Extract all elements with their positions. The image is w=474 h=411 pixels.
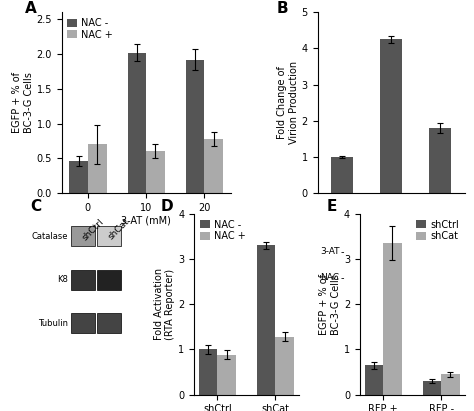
Legend: NAC -, NAC +: NAC -, NAC + (199, 219, 246, 242)
Bar (71, 270, 95, 290)
Bar (186, 60, 204, 193)
Legend: NAC -, NAC +: NAC -, NAC + (66, 17, 114, 41)
Text: D: D (161, 199, 173, 214)
Text: +: + (436, 273, 444, 283)
Text: shCtrl: shCtrl (81, 217, 106, 242)
Text: 3-AT: 3-AT (320, 247, 339, 256)
Bar (204, 139, 223, 193)
Bar (380, 39, 402, 193)
Bar (88, 145, 107, 193)
Bar (98, 270, 121, 290)
Text: K8: K8 (57, 275, 68, 284)
Bar (146, 151, 165, 193)
Text: C: C (30, 199, 41, 214)
Text: NAC: NAC (320, 273, 339, 282)
Text: E: E (326, 199, 337, 214)
Text: -: - (340, 247, 344, 257)
Bar (423, 381, 441, 395)
Text: +: + (387, 247, 395, 257)
Text: +: + (436, 247, 444, 257)
Bar (218, 355, 236, 395)
Text: Catalase: Catalase (32, 232, 68, 241)
Bar (257, 245, 275, 395)
Bar (383, 243, 401, 395)
Text: -: - (389, 273, 393, 283)
Text: B: B (276, 2, 288, 16)
Bar (71, 313, 95, 333)
Bar (69, 161, 88, 193)
Bar (98, 226, 121, 246)
Bar (71, 226, 95, 246)
Y-axis label: Fold Activation
(RTA Reporter): Fold Activation (RTA Reporter) (154, 268, 175, 340)
Text: -: - (340, 273, 344, 283)
Bar (199, 349, 218, 395)
Bar (275, 337, 294, 395)
Text: A: A (25, 2, 36, 16)
Text: Tubulin: Tubulin (38, 319, 68, 328)
Text: shCat: shCat (107, 217, 131, 242)
Y-axis label: EGFP + % of
BC-3-G Cells: EGFP + % of BC-3-G Cells (319, 274, 341, 335)
Bar (98, 313, 121, 333)
Y-axis label: Fold Change of
Virion Production: Fold Change of Virion Production (277, 61, 299, 144)
Y-axis label: EGFP + % of
BC-3-G Cells: EGFP + % of BC-3-G Cells (12, 72, 34, 133)
Bar (429, 128, 451, 193)
X-axis label: 3-AT (mM): 3-AT (mM) (121, 216, 171, 226)
Bar (441, 374, 460, 395)
Bar (128, 53, 146, 193)
Bar (365, 365, 383, 395)
Legend: shCtrl, shCat: shCtrl, shCat (415, 219, 460, 242)
Bar (331, 157, 353, 193)
